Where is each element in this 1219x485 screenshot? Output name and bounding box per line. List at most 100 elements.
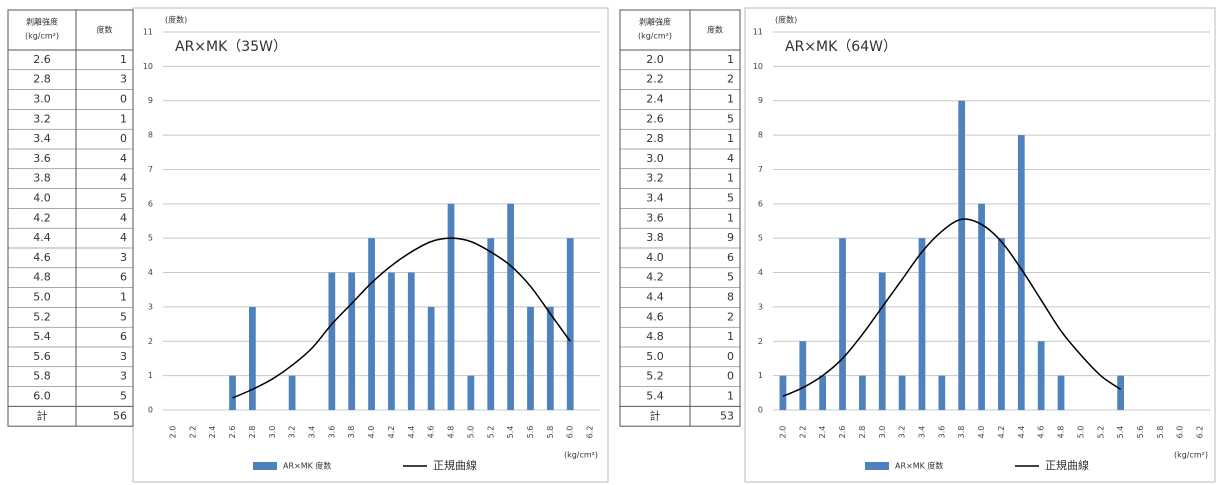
table-cell: 5.4: [646, 390, 664, 403]
y-tick-label: 8: [758, 131, 763, 140]
table-cell: 53: [720, 409, 734, 422]
table-cell: 5.2: [33, 310, 51, 323]
table-border: [7, 9, 134, 427]
annotation: AR×MK（35W）: [175, 39, 287, 55]
table-cell: 6.0: [33, 390, 51, 403]
x-tick-label: 3.2: [288, 426, 297, 439]
bar: [546, 306, 554, 410]
table-header: 剥離強度: [639, 17, 671, 27]
x-tick-label: 3.0: [268, 426, 277, 439]
table-cell: 5.8: [33, 370, 51, 383]
table-cell: 4.4: [33, 231, 51, 244]
table-cell: 計: [650, 408, 661, 422]
y-tick-label: 1: [148, 371, 153, 380]
table-cell: 5.4: [33, 330, 51, 343]
bar: [467, 375, 475, 410]
x-tick-label: 4.2: [387, 426, 396, 439]
y-tick-label: 10: [753, 62, 763, 71]
x-tick-label: 3.0: [878, 426, 887, 439]
table-cell: 3.4: [646, 192, 664, 205]
table-cell: 3: [120, 251, 127, 264]
x-tick-label: 5.4: [506, 426, 515, 439]
x-tick-label: 2.6: [838, 426, 847, 439]
bar: [388, 272, 395, 410]
y-tick-label: 11: [753, 28, 763, 37]
y-tick-label: 10: [143, 62, 153, 71]
table-cell: 3.6: [646, 211, 664, 224]
y-tick-label: 7: [758, 165, 763, 174]
bar: [839, 238, 846, 410]
y-tick-label: 0: [758, 406, 763, 415]
x-axis-label: (kg/cm²): [564, 451, 598, 460]
y-tick-label: 11: [143, 28, 153, 37]
table-cell: 6: [727, 251, 734, 264]
table-cell: 1: [727, 172, 734, 185]
table-cell: 4: [120, 211, 127, 224]
x-tick-label: 3.8: [957, 426, 966, 439]
x-tick-label: 6.2: [1196, 426, 1205, 439]
table-cell: 2.0: [646, 53, 664, 66]
table-cell: 8: [727, 291, 734, 304]
table-cell: 5: [120, 390, 127, 403]
table-cell: 9: [727, 231, 734, 244]
table-cell: 4.2: [646, 271, 664, 284]
x-tick-label: 4.2: [997, 426, 1006, 439]
legend-swatch: [865, 462, 889, 470]
x-tick-label: 4.4: [1017, 426, 1026, 439]
table-cell: 4.8: [33, 271, 51, 284]
x-tick-label: 4.6: [1037, 426, 1046, 439]
x-tick-label: 2.0: [778, 426, 787, 439]
bar: [1037, 341, 1045, 410]
table-cell: 2: [727, 73, 734, 86]
y-tick-label: 4: [148, 268, 153, 277]
table-header: 度数: [707, 25, 723, 35]
bar: [938, 375, 946, 410]
x-tick-label: 5.8: [546, 426, 555, 439]
table-cell: 5: [120, 192, 127, 205]
table-cell: 2.8: [33, 73, 51, 86]
y-tick-label: 3: [148, 302, 153, 311]
table-cell: 1: [120, 291, 127, 304]
x-tick-label: 4.4: [407, 426, 416, 439]
table-cell: 6: [120, 330, 127, 343]
bar: [1117, 375, 1124, 410]
x-tick-label: 5.0: [466, 426, 475, 439]
x-tick-label: 2.4: [818, 426, 827, 439]
bar: [427, 306, 435, 410]
bar: [527, 306, 534, 410]
bar: [779, 375, 787, 410]
bar: [859, 375, 866, 410]
table-cell: 計: [37, 408, 48, 422]
y-tick-label: 6: [758, 199, 763, 208]
table-cell: 1: [727, 53, 734, 66]
y-tick-label: 2: [148, 337, 153, 346]
table-cell: 0: [727, 370, 734, 383]
table-header: (kg/cm²): [638, 32, 672, 41]
x-tick-label: 2.2: [798, 426, 807, 439]
bar: [229, 375, 236, 410]
x-tick-label: 2.6: [228, 426, 237, 439]
table-cell: 56: [113, 409, 127, 422]
x-tick-label: 3.4: [917, 426, 926, 439]
table-cell: 3: [120, 350, 127, 363]
x-tick-label: 4.8: [447, 426, 456, 439]
table-cell: 0: [120, 93, 127, 106]
legend-label: 正規曲線: [433, 458, 477, 472]
x-tick-label: 2.8: [248, 426, 257, 439]
y-tick-label: 1: [758, 371, 763, 380]
x-tick-label: 5.0: [1076, 426, 1085, 439]
x-tick-label: 3.6: [327, 426, 336, 439]
table-cell: 4: [727, 152, 734, 165]
x-tick-label: 2.0: [168, 426, 177, 439]
table-cell: 4: [120, 152, 127, 165]
y-tick-label: 5: [758, 234, 763, 243]
table-cell: 4.8: [646, 330, 664, 343]
table-cell: 3.8: [646, 231, 664, 244]
table-cell: 1: [727, 390, 734, 403]
table-cell: 3: [120, 370, 127, 383]
bar: [447, 203, 455, 410]
table-cell: 1: [727, 93, 734, 106]
bar: [898, 375, 906, 410]
bar: [878, 272, 886, 410]
x-tick-label: 3.2: [898, 426, 907, 439]
